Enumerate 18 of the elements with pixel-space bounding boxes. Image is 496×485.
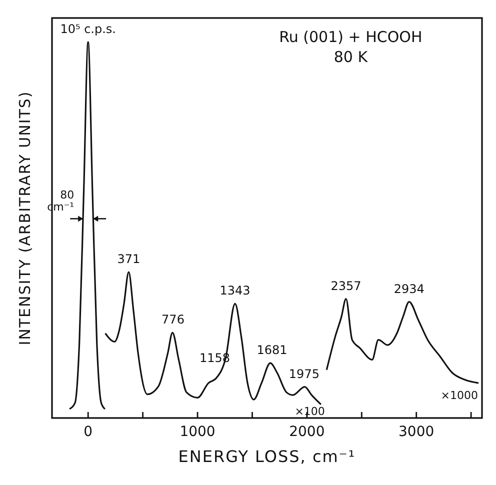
chart-subtitle: 80 K: [334, 48, 369, 66]
annotation: ×100: [294, 405, 325, 418]
annotation: 2934: [394, 282, 424, 296]
annotation: 2357: [330, 278, 362, 293]
annotation: 776: [162, 312, 184, 327]
x-tick-label: 2000: [289, 424, 325, 440]
annotation: 1975: [288, 366, 320, 381]
annotation: 371: [117, 252, 140, 266]
x-tick-label: 0: [84, 424, 93, 440]
x-tick-label: 1000: [180, 424, 216, 440]
annotation: 10⁵ c.p.s.: [60, 22, 116, 36]
chart-title: Ru (001) + HCOOH: [279, 28, 422, 46]
annotation: ×1000: [440, 389, 478, 402]
annotation: 1681: [256, 343, 288, 358]
annotation: 1343: [220, 284, 250, 298]
x-axis-title: ENERGY LOSS, cm⁻¹: [178, 447, 356, 466]
x-tick-label: 3000: [398, 424, 434, 440]
y-axis-title: INTENSITY (ARBITRARY UNITS): [16, 90, 34, 346]
